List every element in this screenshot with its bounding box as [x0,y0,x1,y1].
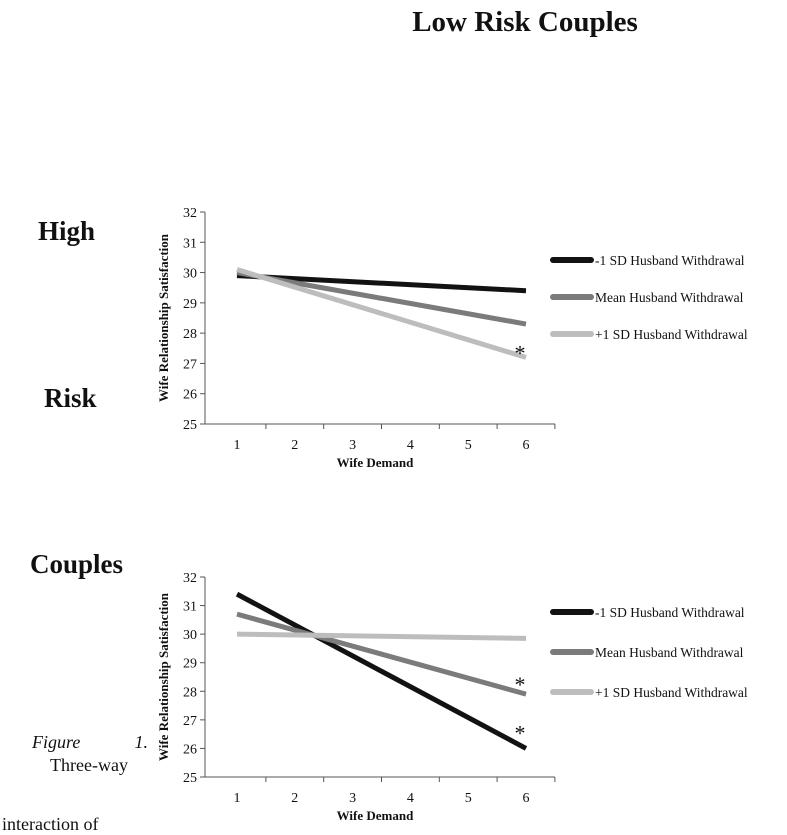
x-tick-label: 5 [465,438,472,453]
x-tick-label: 6 [523,791,530,806]
y-tick-label: 28 [183,685,197,700]
x-tick-label: 1 [234,438,241,453]
chart-bottom: 25 26 27 28 29 30 31 32 1 2 3 4 5 6 Wife Demand Wife Re… [156,571,748,823]
series-line-3 [236,631,527,641]
y-tick-label: 29 [183,657,197,672]
y-tick-label: 31 [183,236,197,251]
side-label-high: High [38,216,96,246]
series-line-3 [236,267,527,360]
y-axis-label: Wife Relationship Satisfaction [156,592,171,761]
x-axis-label: Wife Demand [337,455,414,470]
y-tick-label: 27 [183,714,197,729]
legend-label: -1 SD Husband Withdrawal [595,605,745,620]
x-axis-label: Wife Demand [337,808,414,823]
significance-marker: * [515,340,526,365]
y-tick-label: 26 [183,388,197,403]
y-tick-label: 28 [183,327,197,342]
legend-label: Mean Husband Withdrawal [595,645,744,660]
figure-caption: Figure 1. Three-way [32,732,152,776]
significance-marker: * [515,720,526,745]
y-tick-label: 29 [183,297,197,312]
x-tick-label: 4 [407,791,414,806]
y-tick-label: 30 [183,267,197,282]
x-tick-label: 5 [465,791,472,806]
series-line-2 [236,270,527,327]
x-tick-label: 6 [523,438,530,453]
legend-label: Mean Husband Withdrawal [595,290,744,305]
y-tick-label: 30 [183,628,197,643]
caption-figure-number: 1. [134,732,149,752]
legend-label: +1 SD Husband Withdrawal [595,327,748,342]
series-line-1 [236,273,527,294]
caption-tail: interaction of [2,814,99,834]
y-tick-label: 27 [183,357,197,372]
significance-marker: * [515,672,526,697]
series-line-2 [236,611,527,697]
x-tick-label: 4 [407,438,414,453]
x-tick-label: 1 [234,791,241,806]
x-tick-label: 3 [349,791,356,806]
y-tick-label: 25 [183,771,197,786]
page-title: Low Risk Couples [412,6,638,38]
caption-text: Three-way [50,755,128,775]
y-axis-label: Wife Relationship Satisfaction [156,233,171,402]
y-tick-label: 31 [183,600,197,615]
y-tick-label: 32 [183,571,197,586]
x-tick-label: 3 [349,438,356,453]
y-tick-label: 26 [183,742,197,757]
x-tick-label: 2 [291,791,298,806]
legend-label: +1 SD Husband Withdrawal [595,685,748,700]
legend-label: -1 SD Husband Withdrawal [595,253,745,268]
chart-top: 25 26 27 28 29 30 31 32 1 2 3 4 5 6 Wife Demand Wife Re… [156,206,748,470]
side-label-risk: Risk [44,383,97,413]
series-line-1 [235,591,528,751]
x-tick-label: 2 [291,438,298,453]
y-tick-label: 25 [183,418,197,433]
side-label-couples: Couples [30,549,124,579]
caption-figure-word: Figure [32,732,81,752]
y-tick-label: 32 [183,206,197,221]
